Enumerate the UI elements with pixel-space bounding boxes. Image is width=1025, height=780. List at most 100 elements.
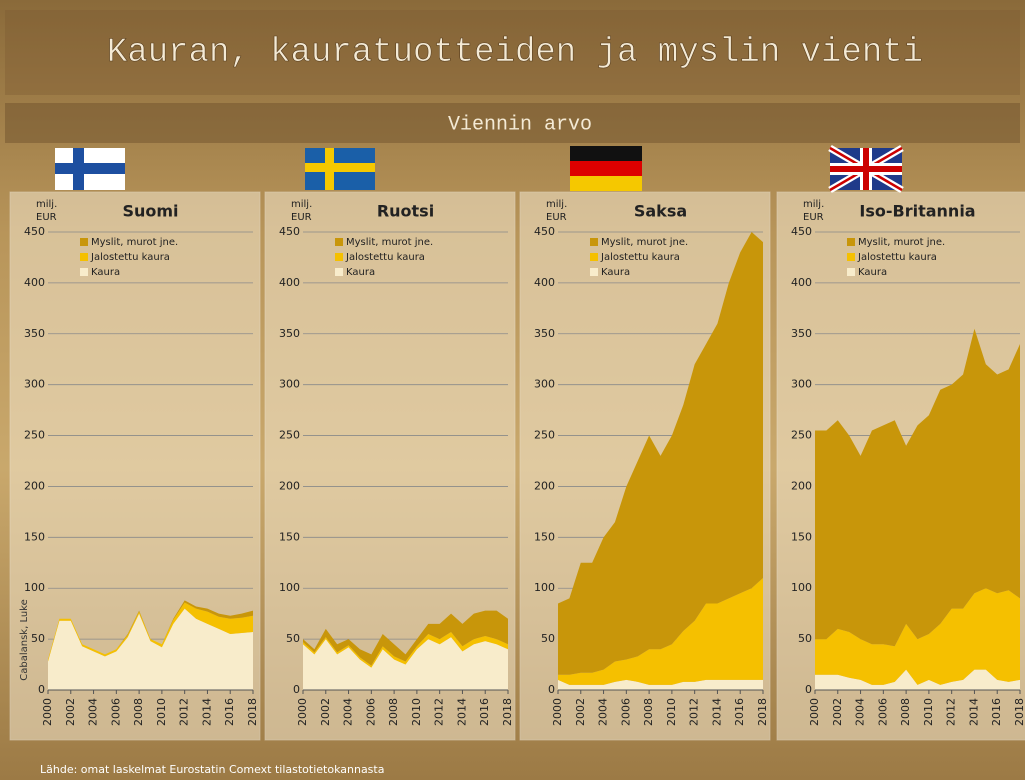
title-band bbox=[5, 10, 1020, 95]
x-tick-label: 2014 bbox=[200, 698, 213, 726]
y-tick-label: 0 bbox=[293, 683, 300, 696]
y-tick-label: 450 bbox=[279, 225, 300, 238]
x-tick-label: 2014 bbox=[710, 698, 723, 726]
legend-swatch bbox=[590, 268, 598, 276]
y-tick-label: 50 bbox=[31, 632, 45, 645]
legend-label: Myslit, murot jne. bbox=[601, 237, 688, 248]
area bbox=[815, 328, 1020, 647]
x-tick-label: 2014 bbox=[455, 698, 468, 726]
legend-swatch bbox=[335, 268, 343, 276]
x-tick-label: 2012 bbox=[688, 698, 701, 726]
y-tick-label: 400 bbox=[24, 276, 45, 289]
x-tick-label: 2010 bbox=[155, 698, 168, 726]
x-tick-label: 2006 bbox=[109, 698, 122, 726]
y-tick-label: 250 bbox=[791, 429, 812, 442]
flag-finland bbox=[55, 148, 125, 190]
x-tick-label: 2008 bbox=[387, 698, 400, 726]
y-tick-label: 0 bbox=[38, 683, 45, 696]
y-tick-label: 300 bbox=[279, 378, 300, 391]
y-tick-label: 100 bbox=[24, 581, 45, 594]
flag-sweden bbox=[305, 148, 375, 190]
y-tick-label: 300 bbox=[791, 378, 812, 391]
flag-germany bbox=[570, 146, 642, 191]
y-tick-label: 50 bbox=[798, 632, 812, 645]
y-tick-label: 150 bbox=[534, 530, 555, 543]
x-tick-label: 2012 bbox=[945, 698, 958, 726]
x-tick-label: 2008 bbox=[132, 698, 145, 726]
x-tick-label: 2004 bbox=[854, 698, 867, 726]
y-tick-label: 450 bbox=[791, 225, 812, 238]
source: Lähde: omat laskelmat Eurostatin Comext … bbox=[40, 763, 384, 776]
y-tick-label: 150 bbox=[24, 530, 45, 543]
legend-label: Kaura bbox=[91, 267, 120, 278]
x-tick-label: 2000 bbox=[808, 698, 821, 726]
y-axis-label: milj. EUR bbox=[36, 199, 58, 223]
chart-title: Ruotsi bbox=[377, 202, 434, 221]
x-tick-label: 2006 bbox=[876, 698, 889, 726]
chart-title: Iso-Britannia bbox=[859, 202, 975, 221]
area bbox=[303, 637, 508, 690]
legend-swatch bbox=[80, 268, 88, 276]
legend-swatch bbox=[590, 253, 598, 261]
y-axis-label: milj. EUR bbox=[803, 199, 825, 223]
area bbox=[558, 578, 763, 685]
legend-swatch bbox=[335, 238, 343, 246]
x-tick-label: 2012 bbox=[178, 698, 191, 726]
y-tick-label: 50 bbox=[541, 632, 555, 645]
y-axis-label: milj. EUR bbox=[546, 199, 568, 223]
legend-swatch bbox=[847, 268, 855, 276]
y-axis-label: milj. EUR bbox=[291, 199, 313, 223]
x-tick-label: 2004 bbox=[597, 698, 610, 726]
flag-uk bbox=[828, 144, 904, 194]
x-tick-label: 2006 bbox=[364, 698, 377, 726]
y-tick-label: 350 bbox=[791, 327, 812, 340]
legend-label: Kaura bbox=[858, 267, 887, 278]
y-tick-label: 250 bbox=[24, 429, 45, 442]
x-tick-label: 2008 bbox=[642, 698, 655, 726]
y-tick-label: 100 bbox=[279, 581, 300, 594]
x-tick-label: 2010 bbox=[410, 698, 423, 726]
legend-label: Jalostettu kaura bbox=[345, 252, 425, 263]
y-tick-label: 100 bbox=[534, 581, 555, 594]
x-tick-label: 2016 bbox=[990, 698, 1003, 726]
y-tick-label: 350 bbox=[279, 327, 300, 340]
x-tick-label: 2002 bbox=[831, 698, 844, 726]
y-tick-label: 50 bbox=[286, 632, 300, 645]
y-tick-label: 150 bbox=[791, 530, 812, 543]
x-tick-label: 2000 bbox=[296, 698, 309, 726]
x-tick-label: 2004 bbox=[87, 698, 100, 726]
y-tick-label: 400 bbox=[534, 276, 555, 289]
y-tick-label: 450 bbox=[534, 225, 555, 238]
y-tick-label: 0 bbox=[805, 683, 812, 696]
x-tick-label: 2002 bbox=[574, 698, 587, 726]
legend-label: Jalostettu kaura bbox=[857, 252, 937, 263]
x-tick-label: 2016 bbox=[733, 698, 746, 726]
y-tick-label: 400 bbox=[791, 276, 812, 289]
legend-swatch bbox=[590, 238, 598, 246]
x-tick-label: 2002 bbox=[319, 698, 332, 726]
legend-swatch bbox=[80, 253, 88, 261]
area bbox=[303, 631, 508, 668]
area bbox=[558, 232, 763, 675]
legend-swatch bbox=[847, 238, 855, 246]
legend-label: Kaura bbox=[601, 267, 630, 278]
credit: Cabalansk, Luke bbox=[19, 599, 30, 681]
x-tick-label: 2018 bbox=[246, 698, 259, 726]
legend-label: Jalostettu kaura bbox=[600, 252, 680, 263]
area bbox=[48, 608, 253, 690]
y-tick-label: 350 bbox=[534, 327, 555, 340]
legend-swatch bbox=[847, 253, 855, 261]
y-tick-label: 100 bbox=[791, 581, 812, 594]
area bbox=[48, 602, 253, 662]
y-tick-label: 200 bbox=[279, 479, 300, 492]
x-tick-label: 2012 bbox=[433, 698, 446, 726]
x-tick-label: 2018 bbox=[501, 698, 514, 726]
x-tick-label: 2014 bbox=[967, 698, 980, 726]
x-tick-label: 2010 bbox=[922, 698, 935, 726]
y-tick-label: 450 bbox=[24, 225, 45, 238]
legend-label: Myslit, murot jne. bbox=[91, 237, 178, 248]
y-tick-label: 250 bbox=[279, 429, 300, 442]
x-tick-label: 2010 bbox=[665, 698, 678, 726]
y-tick-label: 200 bbox=[24, 479, 45, 492]
